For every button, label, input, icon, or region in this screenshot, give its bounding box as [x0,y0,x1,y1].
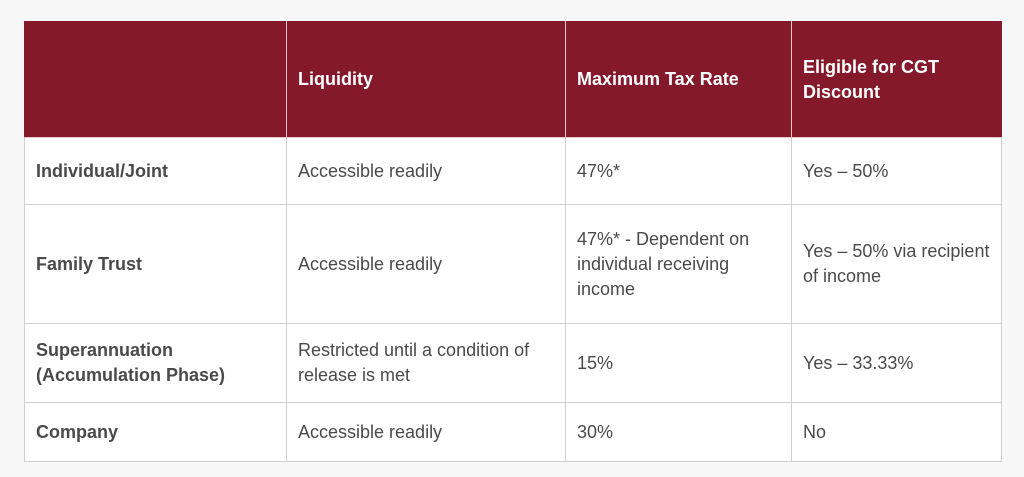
row-cgt-discount: Yes – 33.33% [791,323,1002,403]
row-max-tax-rate: 30% [565,402,792,462]
table-row: Company Accessible readily 30% No [24,402,1002,462]
header-liquidity: Liquidity [286,21,566,138]
row-cgt-discount: Yes – 50% [791,137,1002,205]
header-max-tax-rate: Maximum Tax Rate [565,21,792,138]
row-liquidity: Accessible readily [286,204,566,324]
investment-structure-comparison-table: Liquidity Maximum Tax Rate Eligible for … [24,21,1002,462]
row-entity: Superannuation (Accumulation Phase) [24,323,287,403]
row-entity: Family Trust [24,204,287,324]
header-cgt-discount: Eligible for CGT Discount [791,21,1002,138]
header-entity [24,21,287,138]
row-max-tax-rate: 47%* - Dependent on individual receiving… [565,204,792,324]
row-liquidity: Accessible readily [286,402,566,462]
row-cgt-discount: No [791,402,1002,462]
row-entity: Company [24,402,287,462]
row-max-tax-rate: 47%* [565,137,792,205]
comparison-table-container: Liquidity Maximum Tax Rate Eligible for … [24,21,1002,462]
table-row: Individual/Joint Accessible readily 47%*… [24,137,1002,205]
row-max-tax-rate: 15% [565,323,792,403]
table-header-row: Liquidity Maximum Tax Rate Eligible for … [24,21,1002,138]
table-row: Superannuation (Accumulation Phase) Rest… [24,323,1002,403]
row-cgt-discount: Yes – 50% via recipient of income [791,204,1002,324]
row-liquidity: Accessible readily [286,137,566,205]
table-row: Family Trust Accessible readily 47%* - D… [24,204,1002,324]
row-liquidity: Restricted until a condition of release … [286,323,566,403]
row-entity: Individual/Joint [24,137,287,205]
